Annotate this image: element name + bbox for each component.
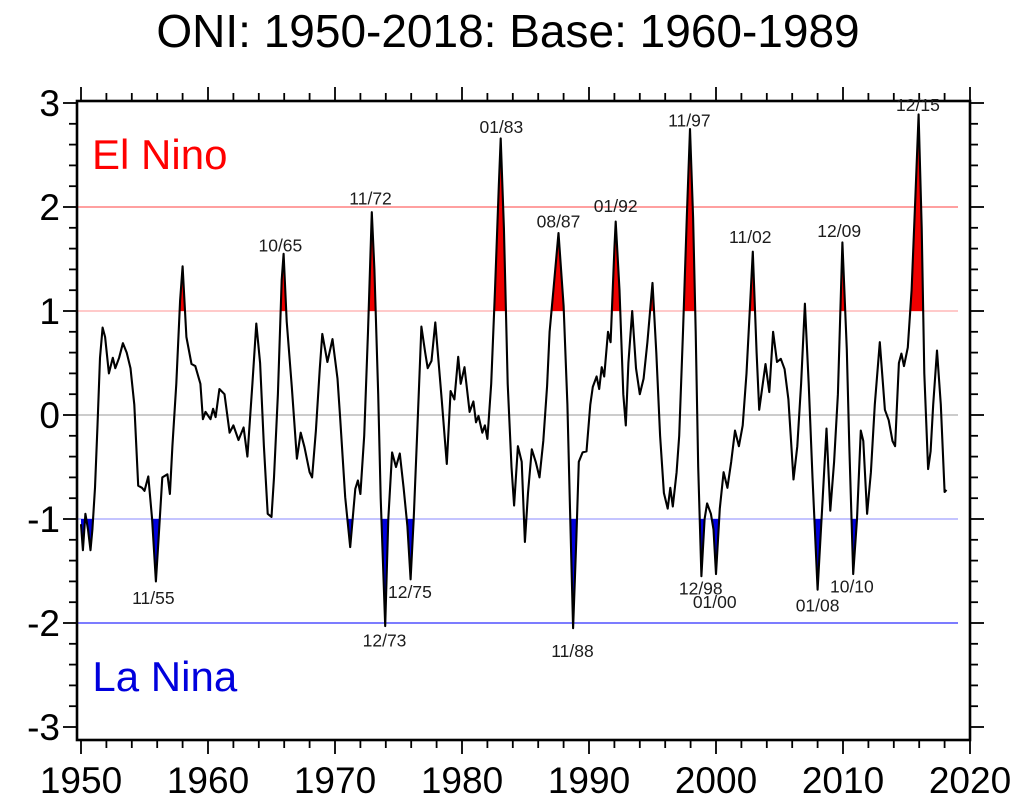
- el-nino-event-label: 11/02: [729, 227, 772, 247]
- el-nino-fill: [494, 138, 506, 311]
- el-nino-event-label: 01/92: [594, 196, 638, 216]
- el-nino-event-label: 08/87: [537, 212, 581, 232]
- la-nina-event-label: 12/75: [388, 582, 432, 602]
- el-nino-event-label: 12/09: [817, 221, 861, 241]
- x-axis-tick-label: 1960: [167, 760, 249, 801]
- x-axis-tick-label: 1950: [40, 760, 122, 801]
- y-axis-tick-label: -2: [27, 603, 60, 644]
- la-nina-event-label: 01/08: [796, 595, 840, 615]
- la-nina-event-label: 11/55: [132, 588, 175, 608]
- x-axis-tick-label: 1980: [421, 760, 503, 801]
- la-nina-label: La Nina: [92, 653, 237, 700]
- la-nina-event-label: 10/10: [830, 577, 874, 597]
- la-nina-event-label: 12/98: [679, 579, 723, 599]
- la-nina-event-label: 01/00: [693, 592, 737, 612]
- y-axis-tick-label: 3: [39, 83, 60, 124]
- el-nino-fill: [683, 129, 696, 311]
- oni-curve: [79, 113, 948, 630]
- el-nino-event-label: 11/72: [349, 189, 392, 209]
- chart-title: ONI: 1950-2018: Base: 1960-1989: [156, 5, 860, 57]
- y-axis-tick-label: 2: [39, 187, 60, 228]
- el-nino-label: El Nino: [92, 131, 227, 178]
- la-nina-event-label: 12/73: [363, 631, 407, 651]
- y-axis-tick-label: -3: [27, 707, 60, 748]
- y-axis-tick-label: 0: [39, 395, 60, 436]
- el-nino-fill: [551, 233, 564, 311]
- x-axis-tick-label: 2020: [929, 760, 1011, 801]
- x-axis-tick-label: 1970: [294, 760, 376, 801]
- el-nino-event-label: 11/97: [668, 111, 711, 131]
- la-nina-event-label: 11/88: [551, 641, 594, 661]
- el-nino-fill: [611, 221, 621, 311]
- y-axis-tick-label: 1: [39, 291, 60, 332]
- el-nino-event-label: 12/15: [896, 95, 940, 115]
- el-nino-event-label: 10/65: [258, 235, 302, 255]
- x-axis-tick-label: 2010: [802, 760, 884, 801]
- el-nino-event-label: 01/83: [479, 117, 523, 137]
- y-axis-tick-label: -1: [27, 499, 60, 540]
- axis-frame: [75, 99, 972, 742]
- axis-ticks: [63, 87, 984, 754]
- x-axis-tick-label: 2000: [675, 760, 757, 801]
- x-axis-tick-label: 1990: [548, 760, 630, 801]
